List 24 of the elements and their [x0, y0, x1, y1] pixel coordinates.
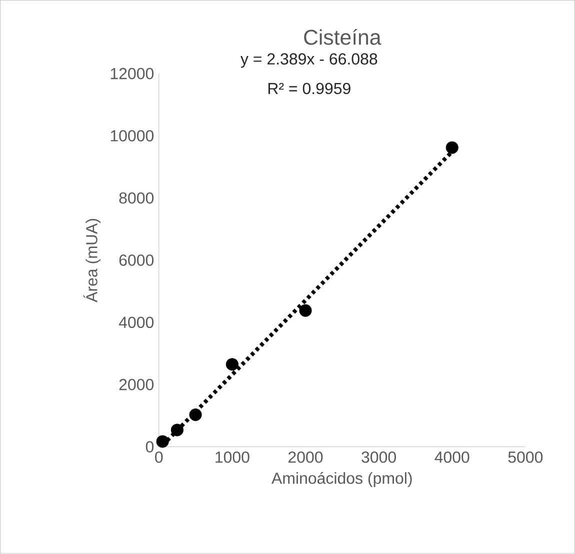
x-tick-label: 2000 — [288, 452, 323, 463]
point — [299, 304, 312, 317]
y-tick-label: 6000 — [119, 254, 154, 266]
point — [446, 141, 458, 154]
y-tick-label: 8000 — [119, 192, 154, 204]
chart-title: Cisteína — [304, 29, 382, 46]
x-tick-label: 0 — [155, 452, 163, 463]
text: y = 2.389x - 66.088 — [240, 53, 378, 68]
x-tick-label: 4000 — [434, 452, 470, 463]
y-tick-label: 4000 — [118, 316, 154, 328]
point — [189, 408, 202, 422]
y-tick-label: 2000 — [119, 379, 154, 390]
y-tick-label: 0 — [146, 441, 154, 453]
y-tick-label: 10000 — [110, 130, 154, 142]
point — [226, 358, 238, 371]
x-axis-title: Aminoácidos (pmol) — [272, 472, 412, 488]
x-tick-label: 5000 — [508, 452, 543, 463]
point — [170, 424, 184, 436]
x-tick-label: 1000 — [216, 452, 250, 463]
point — [156, 435, 169, 448]
y-axis-title: Área (mUA) — [83, 219, 101, 303]
x-tick-label: 3000 — [362, 452, 396, 463]
y-tick-label: 12000 — [110, 68, 154, 80]
annotation: R² = 0.9959 — [268, 82, 350, 94]
